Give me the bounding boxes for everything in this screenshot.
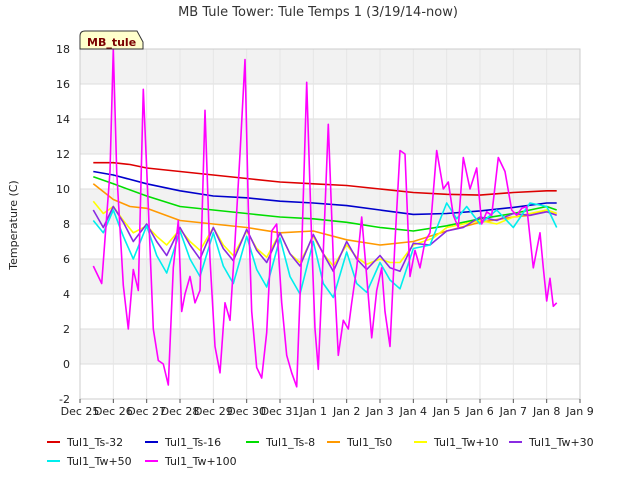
legend-label: Tul1_Ts-32	[66, 436, 123, 449]
station-badge-box	[79, 30, 144, 50]
y-tick-label: 16	[56, 78, 70, 91]
station-badge: MB_tule	[79, 30, 144, 50]
y-tick-label: -2	[59, 393, 70, 406]
x-tick-label: Jan 1	[299, 405, 327, 418]
series-line-Tul1_Tw+50	[92, 202, 558, 299]
legend-item: Tul1_Tw+10	[414, 436, 499, 449]
legend-item: Tul1_Ts-16	[145, 436, 221, 449]
legend: Tul1_Ts-32 Tul1_Ts-16 Tul1_Ts-8 Tul1_Ts0 Tul…	[47, 436, 594, 468]
plot-border	[79, 48, 581, 400]
legend-label: Tul1_Ts-16	[164, 436, 221, 449]
y-tick-label: 14	[56, 113, 70, 126]
station-badge-text: MB_tule	[87, 36, 136, 49]
legend-label: Tul1_Tw+50	[66, 455, 132, 468]
x-tick-label: Jan 2	[332, 405, 360, 418]
y-axis-ticks: -2 0 2 4 6 8 10 12 14 16 18	[56, 43, 70, 406]
legend-item: Tul1_Ts0	[327, 436, 392, 449]
x-tick-label: Dec 25	[61, 405, 100, 418]
y-tick-label: 4	[63, 288, 70, 301]
legend-item: Tul1_Ts-8	[246, 436, 315, 449]
x-tick-label: Jan 8	[532, 405, 560, 418]
x-tick-label: Dec 31	[261, 405, 300, 418]
y-tick-label: 8	[63, 218, 70, 231]
series-line-Tul1_Ts-16	[93, 170, 557, 216]
x-tick-label: Dec 30	[227, 405, 266, 418]
legend-label: Tul1_Tw+100	[164, 455, 237, 468]
x-tick-label: Jan 3	[365, 405, 393, 418]
series-line-Tul1_Tw+30	[92, 205, 557, 273]
plot-band	[80, 329, 580, 364]
legend-label: Tul1_Ts0	[346, 436, 392, 449]
y-tick-label: 12	[56, 148, 70, 161]
plot-band	[80, 119, 580, 154]
y-tick-label: 10	[56, 183, 70, 196]
plot-band	[80, 189, 580, 224]
x-tick-label: Jan 4	[399, 405, 427, 418]
legend-label: Tul1_Tw+30	[528, 436, 594, 449]
y-tick-label: 6	[63, 253, 70, 266]
x-tick-label: Jan 9	[565, 405, 593, 418]
legend-item: Tul1_Tw+50	[47, 455, 132, 468]
legend-item: Tul1_Ts-32	[47, 436, 123, 449]
legend-item: Tul1_Tw+30	[509, 436, 594, 449]
series-lines	[92, 48, 558, 388]
x-tick-label: Dec 29	[194, 405, 233, 418]
y-tick-label: 0	[63, 358, 70, 371]
chart-title: MB Tule Tower: Tule Temps 1 (3/19/14-now…	[178, 5, 458, 20]
x-tick-label: Dec 26	[94, 405, 133, 418]
series-line-Tul1_Tw+100	[92, 48, 558, 388]
legend-item: Tul1_Tw+100	[145, 455, 237, 468]
y-tick-label: 2	[63, 323, 70, 336]
x-tick-label: Dec 28	[161, 405, 200, 418]
x-tick-label: Dec 27	[127, 405, 166, 418]
plot-band	[80, 49, 580, 84]
legend-label: Tul1_Ts-8	[265, 436, 315, 449]
y-axis-label: Temperature (C)	[7, 180, 20, 270]
x-tick-label: Jan 7	[499, 405, 527, 418]
y-tick-label: 18	[56, 43, 70, 56]
legend-label: Tul1_Tw+10	[433, 436, 499, 449]
x-tick-label: Jan 5	[432, 405, 460, 418]
x-tick-label: Jan 6	[465, 405, 493, 418]
